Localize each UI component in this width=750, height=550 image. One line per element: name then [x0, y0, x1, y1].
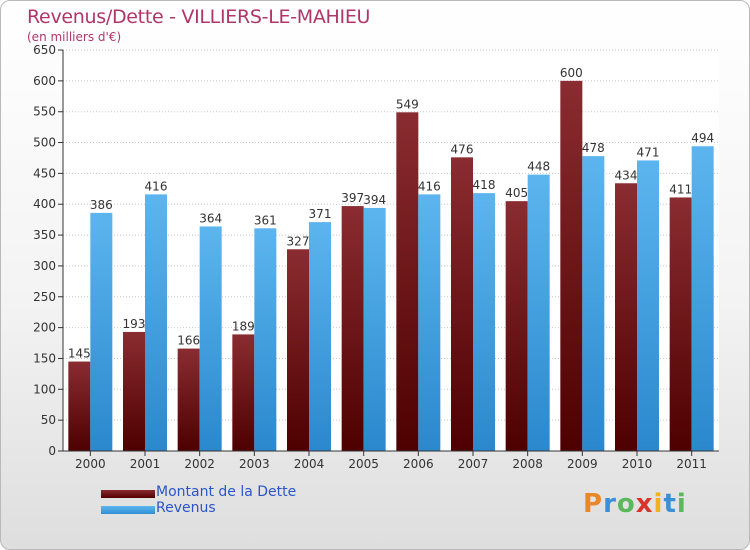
bar-debt — [123, 331, 145, 451]
data-label-revenus: 416 — [145, 179, 168, 193]
data-label-debt: 327 — [287, 234, 310, 248]
logo-letter: P — [583, 489, 604, 519]
bar-debt — [669, 197, 692, 451]
bar-debt — [396, 112, 419, 451]
bar-revenus — [637, 160, 659, 451]
y-tick-label: 500 — [33, 136, 56, 150]
data-label-debt: 166 — [177, 334, 200, 348]
data-label-debt: 189 — [232, 319, 255, 333]
logo-letter: i — [676, 489, 687, 519]
bar-debt — [615, 183, 637, 452]
bar-revenus — [527, 174, 550, 451]
x-tick-label: 2001 — [130, 457, 161, 471]
bar-debt — [505, 201, 528, 451]
y-tick-label: 650 — [33, 43, 56, 57]
x-tick-label: 2008 — [512, 457, 543, 471]
chart-title: Revenus/Dette - VILLIERS-LE-MAHIEU — [27, 6, 371, 28]
data-label-debt: 476 — [451, 142, 474, 156]
x-tick-label: 2007 — [458, 457, 489, 471]
data-label-revenus: 371 — [309, 207, 332, 221]
bar-revenus — [691, 146, 714, 452]
legend-swatch-debt — [101, 490, 155, 498]
x-tick-label: 2004 — [294, 457, 325, 471]
data-label-debt: 411 — [669, 182, 692, 196]
data-label-debt: 434 — [615, 168, 638, 182]
bar-revenus — [363, 207, 386, 451]
legend-label-revenus: Revenus — [156, 500, 216, 516]
data-label-revenus: 471 — [637, 145, 660, 159]
x-tick-label: 2005 — [348, 457, 379, 471]
legend-label-debt: Montant de la Dette — [156, 484, 297, 500]
data-label-revenus: 394 — [363, 193, 386, 207]
data-label-revenus: 478 — [582, 141, 605, 155]
bar-debt — [287, 249, 309, 451]
y-tick-label: 550 — [33, 105, 56, 119]
y-tick-label: 50 — [41, 413, 56, 427]
data-label-debt: 193 — [123, 317, 146, 331]
bar-debt — [177, 348, 200, 451]
logo-letter: t — [663, 489, 677, 519]
y-tick-label: 300 — [33, 259, 56, 273]
data-label-debt: 549 — [396, 97, 419, 111]
data-label-revenus: 448 — [527, 160, 550, 174]
bar-revenus — [418, 194, 441, 452]
data-label-debt: 145 — [68, 347, 91, 361]
data-label-revenus: 386 — [90, 198, 113, 212]
bar-revenus — [145, 194, 167, 452]
bar-revenus — [309, 222, 331, 451]
y-tick-label: 100 — [33, 382, 56, 396]
y-tick-label: 250 — [33, 290, 56, 304]
data-label-revenus: 416 — [418, 179, 441, 193]
bar-debt — [341, 206, 364, 451]
chart-subtitle: (en milliers d'€) — [27, 30, 122, 44]
bar-debt — [560, 80, 583, 451]
logo-letter: r — [603, 489, 617, 519]
logo-letter: o — [616, 489, 636, 519]
bar-revenus — [473, 193, 495, 451]
data-label-debt: 405 — [505, 186, 528, 200]
bar-debt — [232, 334, 255, 451]
y-tick-label: 150 — [33, 351, 56, 365]
y-tick-label: 350 — [33, 228, 56, 242]
y-tick-label: 0 — [48, 444, 56, 458]
x-tick-label: 2000 — [75, 457, 106, 471]
x-tick-label: 2010 — [622, 457, 653, 471]
x-tick-label: 2003 — [239, 457, 270, 471]
y-tick-label: 200 — [33, 321, 56, 335]
data-label-revenus: 361 — [254, 213, 277, 227]
logo-letter: x — [635, 489, 654, 519]
logo-letter: i — [653, 489, 664, 519]
plot-area — [63, 50, 719, 451]
bar-revenus — [582, 156, 605, 451]
y-tick-label: 400 — [33, 197, 56, 211]
data-label-revenus: 418 — [473, 178, 496, 192]
x-tick-label: 2006 — [403, 457, 434, 471]
bar-debt — [68, 361, 91, 451]
bar-debt — [451, 157, 473, 452]
bar-revenus — [199, 226, 222, 451]
bar-revenus — [254, 228, 277, 451]
proxiti-logo: Proxiti — [583, 489, 687, 519]
bar-revenus — [90, 212, 113, 451]
x-tick-label: 2011 — [676, 457, 707, 471]
x-tick-label: 2002 — [184, 457, 215, 471]
x-tick-label: 2009 — [567, 457, 598, 471]
data-label-revenus: 494 — [691, 131, 714, 145]
y-tick-label: 600 — [33, 74, 56, 88]
data-label-revenus: 364 — [199, 211, 222, 225]
y-tick-label: 450 — [33, 166, 56, 180]
data-label-debt: 600 — [560, 66, 583, 80]
legend-swatch-revenus — [101, 506, 155, 514]
data-label-debt: 397 — [341, 191, 364, 205]
